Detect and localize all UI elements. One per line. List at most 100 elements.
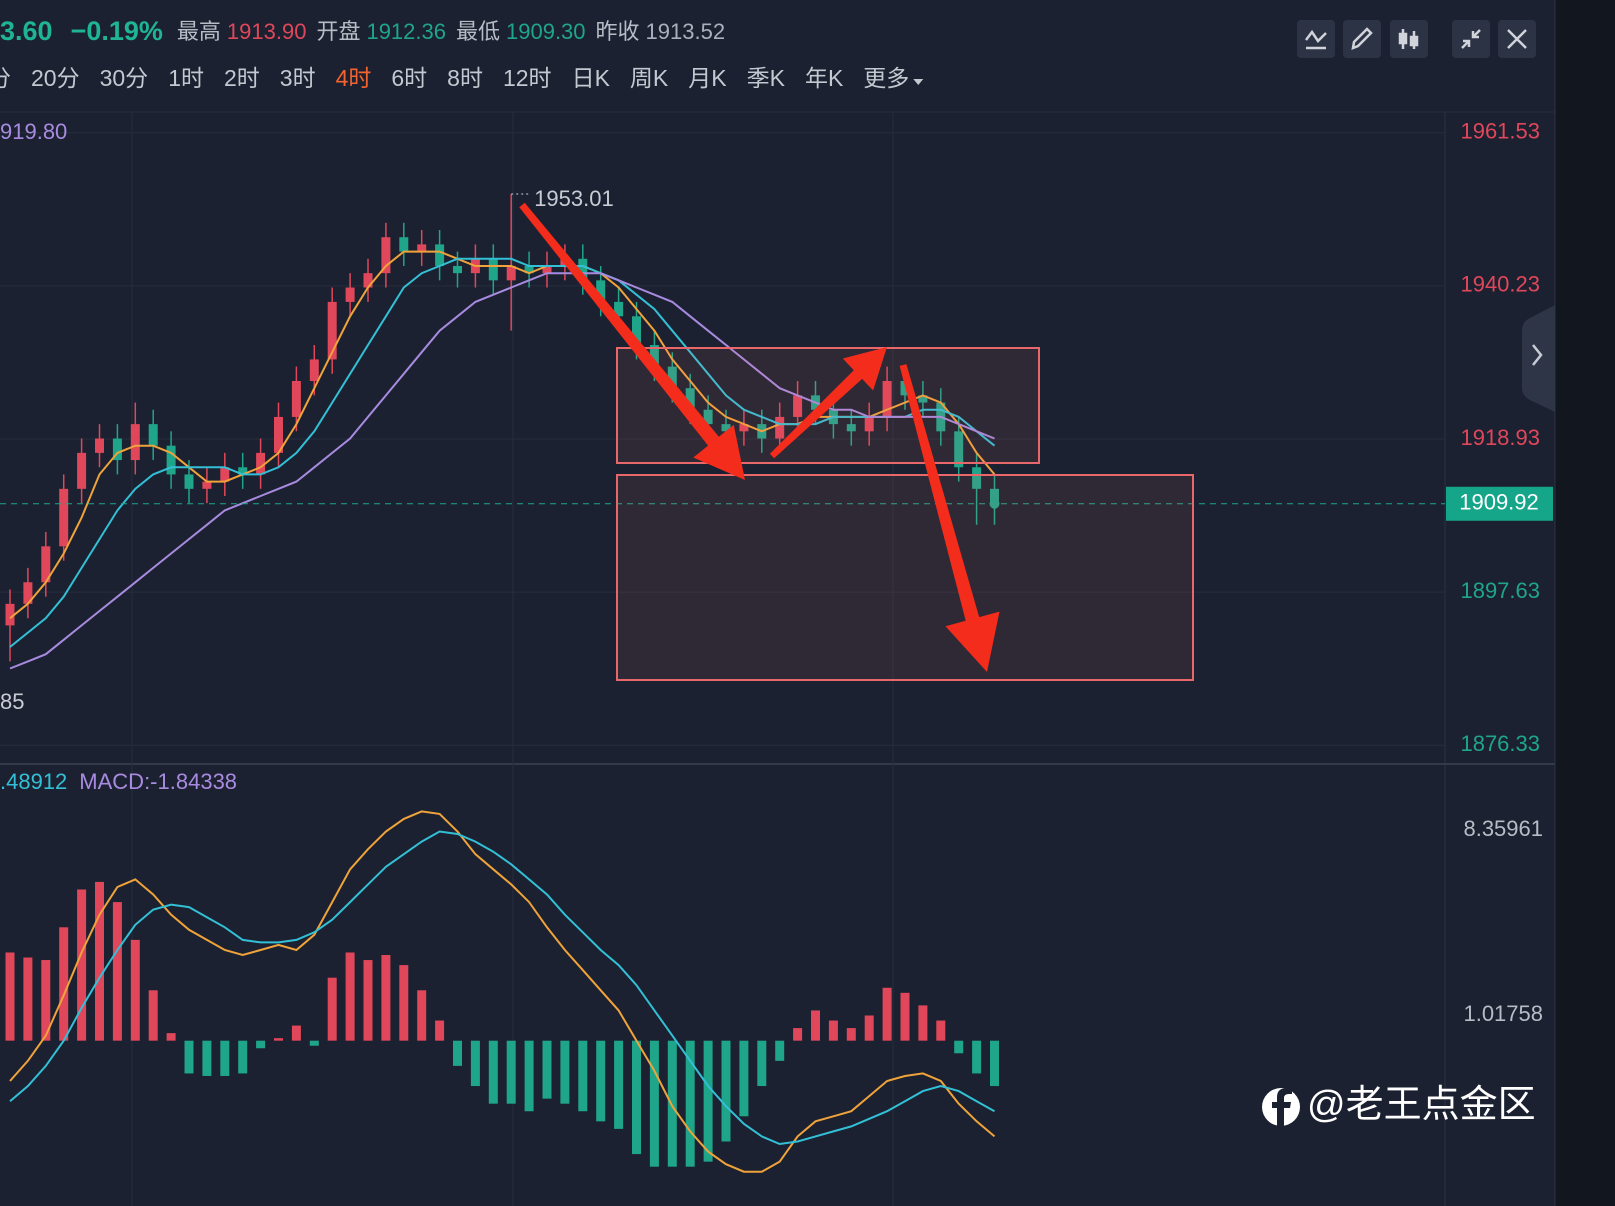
- macd-bar: [470, 1040, 480, 1087]
- tool-icon: [1305, 29, 1327, 50]
- macd-bar: [95, 881, 104, 1041]
- tool-button[interactable]: [1390, 20, 1428, 58]
- price-change: −0.19%: [71, 16, 163, 46]
- candle-body: [488, 258, 498, 281]
- macd-bar: [59, 927, 69, 1041]
- price-panel: 1961.53 1940.23 1918.93 1897.63 1876.33 1953.…: [0, 119, 1553, 756]
- candle-body: [112, 438, 122, 461]
- candle-body: [256, 452, 266, 475]
- macd-bar: [524, 1040, 534, 1112]
- candle-body: [578, 258, 588, 281]
- current-price-box: [1446, 486, 1553, 521]
- last-price: 3.60: [0, 16, 53, 46]
- y-tick-label: 1940.23: [1460, 272, 1540, 297]
- tool-icon: [1507, 29, 1527, 49]
- candle-body: [524, 265, 534, 274]
- stat-value: 1913.90: [227, 19, 307, 44]
- timeframe-tab[interactable]: 20分: [31, 65, 80, 91]
- macd-bar: [238, 1040, 248, 1074]
- candle-body: [990, 488, 999, 504]
- macd-bar: [703, 1040, 713, 1162]
- candle-body: [542, 265, 552, 274]
- macd-bar: [399, 965, 409, 1041]
- macd-bar: [327, 977, 337, 1041]
- tool-icon: [1351, 27, 1373, 50]
- candle-body: [59, 488, 69, 547]
- y-tick-label: 1918.93: [1460, 425, 1540, 450]
- macd-bar: [166, 1033, 176, 1041]
- watermark-logo: [1272, 1088, 1292, 1128]
- stat-value: 1913.52: [646, 19, 726, 44]
- header: 3.60 −0.19% 最高 1913.90 开盘 1912.36 最低 1909.30 昨收 1…: [0, 16, 924, 91]
- candle-body: [721, 424, 731, 432]
- macd-bar: [220, 1040, 230, 1076]
- candle-body: [649, 345, 659, 367]
- candle-body: [632, 316, 641, 346]
- tool-icon: [1461, 29, 1481, 49]
- macd-bar: [793, 1028, 803, 1041]
- macd-bar: [954, 1040, 964, 1054]
- candle-body: [739, 424, 749, 432]
- timeframe-tab[interactable]: 周K: [630, 65, 669, 91]
- stat-label: 最低: [456, 19, 500, 44]
- candle-body: [345, 287, 355, 302]
- macd-bar: [453, 1040, 462, 1066]
- indicator-line: [9, 250, 996, 619]
- tool-button[interactable]: [1452, 20, 1490, 58]
- macd-bar: [685, 1040, 695, 1167]
- macd-bar: [649, 1040, 659, 1167]
- candle-body: [95, 438, 104, 453]
- toolbar: [1297, 20, 1536, 58]
- ma-label: 919.80: [0, 119, 67, 144]
- macd-bar: [811, 1010, 820, 1041]
- timeframe-tab[interactable]: 年K: [805, 65, 844, 91]
- low-label: 85: [0, 689, 24, 714]
- macd-bar: [148, 990, 158, 1041]
- macd-bar: [274, 1038, 283, 1041]
- watermark-text: @老王点金区: [1307, 1084, 1536, 1126]
- timeframe-tab[interactable]: 6时: [391, 65, 427, 91]
- indicator-line: [9, 272, 995, 670]
- candle-body: [614, 301, 624, 317]
- timeframe-tab[interactable]: 1时: [168, 65, 204, 91]
- tool-button[interactable]: [1343, 20, 1381, 58]
- timeframe-tab[interactable]: 4时: [336, 65, 372, 91]
- current-price-label: 1909.92: [1459, 490, 1539, 515]
- macd-bar: [560, 1040, 570, 1104]
- macd-bar: [632, 1040, 641, 1155]
- macd-bar: [918, 1005, 928, 1041]
- timeframe-tab[interactable]: 季K: [747, 65, 786, 91]
- trend-arrow: [899, 364, 1000, 672]
- macd-bar: [846, 1028, 856, 1041]
- timeframe-tab[interactable]: 8时: [447, 65, 483, 91]
- candle-body: [667, 366, 677, 389]
- timeframe-tab[interactable]: 日K: [572, 65, 611, 91]
- macd-bar: [291, 1025, 301, 1041]
- candle-body: [900, 380, 910, 396]
- y-tick-label: 1876.33: [1460, 731, 1540, 756]
- y-tick-label: 8.35961: [1463, 816, 1543, 841]
- timeframe-tab[interactable]: 3时: [280, 65, 316, 91]
- y-tick-label: 1961.53: [1460, 119, 1540, 144]
- macd-label: MACD:-1.84338: [79, 769, 237, 794]
- candle-body: [202, 481, 212, 489]
- candle-body: [184, 474, 194, 489]
- candle-body: [846, 424, 856, 432]
- macd-bar: [864, 1015, 874, 1041]
- dropdown-caret: [913, 79, 924, 85]
- macd-bar: [739, 1040, 749, 1117]
- timeframe-tab[interactable]: 30分: [100, 65, 149, 91]
- candle-body: [23, 582, 33, 604]
- timeframe-tab[interactable]: 12时: [503, 65, 552, 91]
- macd-bar: [596, 1040, 606, 1122]
- timeframe-tab[interactable]: 月K: [688, 65, 727, 91]
- zone-box: [616, 474, 1194, 681]
- timeframe-tab[interactable]: 分: [0, 65, 11, 91]
- trend-arrow: [519, 202, 745, 481]
- timeframe-tab[interactable]: 2时: [224, 65, 260, 91]
- candle-body: [148, 424, 158, 446]
- macd-bar: [41, 960, 51, 1041]
- timeframe-tab[interactable]: 更多: [863, 65, 909, 91]
- candle-body: [291, 380, 301, 417]
